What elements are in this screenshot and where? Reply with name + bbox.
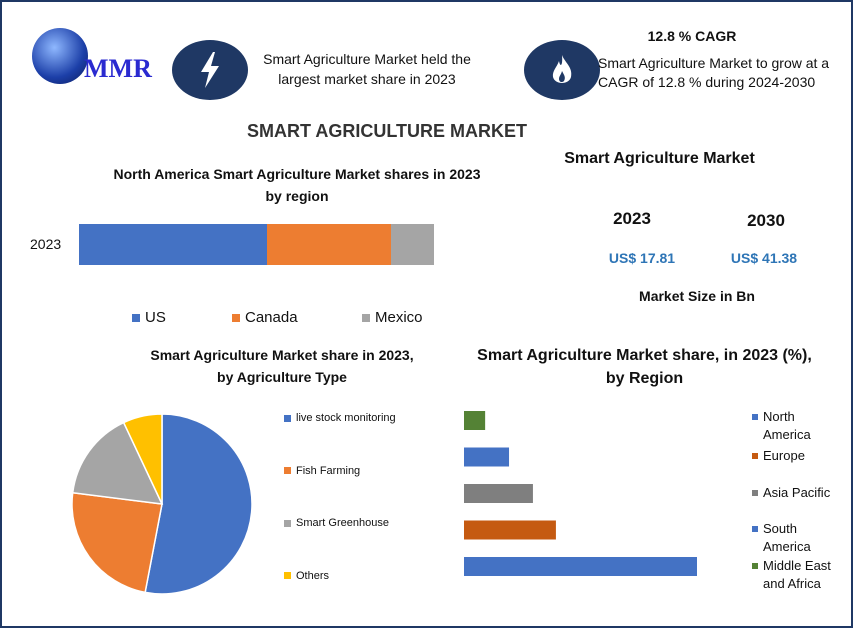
- legend-label: Mexico: [375, 309, 423, 326]
- chart2-legend: live stock monitoring Fish Farming Smart G…: [284, 412, 434, 592]
- legend-swatch: [752, 414, 758, 420]
- legend-label: Others: [296, 569, 330, 582]
- legend-swatch: [232, 313, 240, 322]
- legend-swatch: [752, 490, 758, 496]
- legend-swatch: [284, 572, 291, 579]
- legend-item: Middle East and Africa: [752, 557, 845, 593]
- pie-slice: [71, 421, 164, 505]
- legend-item: Mexico: [362, 309, 423, 326]
- legend-swatch: [284, 519, 291, 527]
- chart2-title: Smart Agriculture Market share in 2023, …: [150, 347, 414, 385]
- lightning-icon: [172, 40, 248, 100]
- logo-text: MMR: [84, 54, 152, 83]
- legend-swatch: [132, 313, 140, 322]
- bar-europe: [464, 520, 556, 540]
- stacked-bar: [79, 224, 434, 265]
- bar-segment-canada: [267, 224, 392, 265]
- legend-swatch: [752, 453, 758, 459]
- legend-item: Europe: [752, 447, 845, 465]
- market-size-title: Smart Agriculture Market: [564, 150, 755, 167]
- bar-north-america: [464, 557, 697, 576]
- legend-swatch: [284, 414, 291, 422]
- cagr-title: 12.8 % CAGR: [647, 28, 737, 44]
- chart1-category-label: 2023: [30, 236, 62, 252]
- legend-item: Canada: [232, 309, 298, 326]
- legend-label: Middle East and Africa: [763, 558, 831, 591]
- year-2023: 2023: [613, 209, 651, 228]
- legend-swatch: [752, 563, 758, 569]
- legend-label: Canada: [245, 309, 298, 326]
- chart1-legend: US Canada Mexico: [132, 309, 442, 327]
- legend-label: live stock monitoring: [296, 412, 396, 424]
- pie-chart: [71, 413, 253, 595]
- pie-slice: [144, 413, 253, 595]
- chart3-legend: North America Europe Asia Pacific South Ame…: [752, 408, 847, 593]
- bar-middle-east-and-africa: [464, 411, 486, 430]
- legend-swatch: [362, 313, 370, 322]
- legend-item: live stock monitoring: [284, 412, 396, 424]
- flame-icon: [524, 40, 600, 100]
- legend-item: South America: [752, 520, 845, 556]
- chart1-title: North America Smart Agriculture Market s…: [113, 166, 481, 204]
- legend-swatch: [752, 526, 758, 532]
- legend-item: Smart Greenhouse: [284, 517, 389, 529]
- main-title: SMART AGRICULTURE MARKET: [247, 121, 527, 141]
- legend-swatch: [284, 467, 291, 474]
- legend-item: Asia Pacific: [752, 484, 845, 502]
- held-text: Smart Agriculture Market held the larges…: [263, 51, 471, 87]
- legend-label: US: [145, 309, 166, 326]
- bar-south-america: [464, 447, 510, 467]
- year-2030: 2030: [747, 211, 785, 230]
- value-2030: US$ 41.38: [730, 250, 798, 266]
- legend-label: South America: [763, 521, 811, 554]
- pie-slice: [71, 491, 163, 594]
- bar-segment-mexico: [391, 224, 434, 265]
- legend-label: Smart Greenhouse: [296, 517, 389, 529]
- legend-item: North America: [752, 408, 845, 444]
- mmr-logo: MMR: [22, 24, 162, 94]
- region-bar-chart: [464, 411, 697, 576]
- chart3-title: Smart Agriculture Market share, in 2023 …: [477, 347, 812, 387]
- cagr-text: Smart Agriculture Market to grow at a CA…: [598, 55, 830, 90]
- globe-icon: [32, 28, 88, 84]
- legend-label: North America: [763, 409, 811, 442]
- pie-slice: [122, 413, 163, 505]
- legend-label: Europe: [763, 448, 805, 463]
- legend-label: Asia Pacific: [763, 485, 831, 500]
- legend-item: US: [132, 309, 166, 326]
- bar-segment-us: [79, 224, 268, 265]
- value-2023: US$ 17.81: [608, 250, 676, 266]
- legend-item: Others: [284, 570, 329, 582]
- bar-asia-pacific: [464, 484, 533, 503]
- legend-item: Fish Farming: [284, 465, 360, 477]
- market-size-caption: Market Size in Bn: [639, 288, 755, 304]
- legend-label: Fish Farming: [296, 464, 361, 477]
